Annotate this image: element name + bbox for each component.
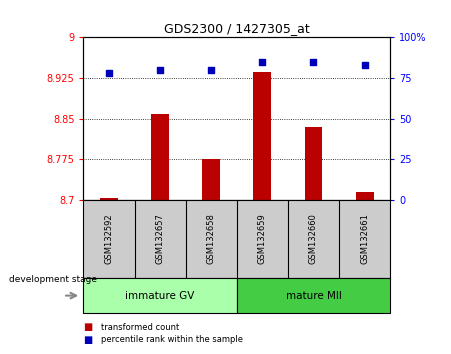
- Point: [156, 67, 164, 73]
- Bar: [253, 73, 272, 200]
- Point: [207, 67, 215, 73]
- Text: ■: ■: [83, 335, 93, 345]
- Text: GSM132661: GSM132661: [360, 213, 369, 264]
- Point: [106, 70, 113, 76]
- Text: mature MII: mature MII: [285, 291, 341, 301]
- Text: GSM132657: GSM132657: [156, 213, 165, 264]
- Text: percentile rank within the sample: percentile rank within the sample: [101, 335, 244, 344]
- Text: immature GV: immature GV: [125, 291, 195, 301]
- Point: [361, 62, 368, 68]
- Bar: [83, 278, 237, 313]
- Text: GSM132659: GSM132659: [258, 213, 267, 264]
- Bar: [355, 192, 373, 200]
- Bar: [100, 198, 118, 200]
- Point: [259, 59, 266, 64]
- Bar: [202, 159, 220, 200]
- Bar: [304, 127, 322, 200]
- Text: transformed count: transformed count: [101, 323, 180, 332]
- Title: GDS2300 / 1427305_at: GDS2300 / 1427305_at: [164, 22, 310, 35]
- Text: ■: ■: [83, 322, 93, 332]
- Point: [310, 59, 317, 64]
- Text: GSM132592: GSM132592: [105, 213, 114, 264]
- Text: GSM132658: GSM132658: [207, 213, 216, 264]
- Bar: [237, 278, 390, 313]
- Bar: [151, 114, 169, 200]
- Text: development stage: development stage: [9, 275, 97, 284]
- Text: GSM132660: GSM132660: [309, 213, 318, 264]
